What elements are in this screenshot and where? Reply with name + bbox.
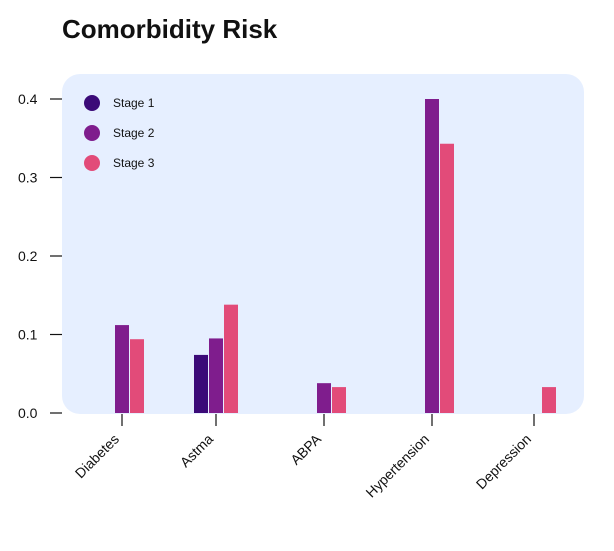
bar-stage-1-astma [194,354,208,413]
x-tick-label: ABPA [287,430,324,467]
bar-stage-2-diabetes [115,325,129,413]
x-axis: Diabetes Astma ABPA Hypertension Depression [72,414,535,501]
legend-marker [84,155,100,171]
bar-stage-2-abpa [317,383,331,413]
bars-group [115,99,556,413]
legend-label: Stage 1 [113,96,155,110]
legend-label: Stage 2 [113,126,155,140]
bar-stage-3-depression [542,387,556,413]
x-tick-label: Astma [177,431,217,471]
chart-title: Comorbidity Risk [62,14,278,44]
y-tick-label: 0.4 [18,91,38,107]
bar-stage-3-diabetes [130,339,144,413]
legend-marker [84,95,100,111]
x-tick-label: Hypertension [362,431,432,501]
legend: Stage 1 Stage 2 Stage 3 [84,95,155,171]
y-tick-label: 0.0 [18,405,38,421]
bar-stage-3-abpa [332,387,346,413]
bar-stage-3-hypertension [440,143,454,413]
y-axis: 0.0 0.1 0.2 0.3 0.4 [18,91,62,421]
legend-label: Stage 3 [113,156,155,170]
y-tick-label: 0.3 [18,170,38,186]
bar-stage-3-astma [224,304,238,413]
x-tick-label: Depression [473,431,534,492]
bar-stage-2-astma [209,338,223,413]
y-tick-label: 0.1 [18,327,38,343]
legend-marker [84,125,100,141]
x-tick-label: Diabetes [72,431,122,481]
bar-stage-2-hypertension [425,99,439,413]
y-tick-label: 0.2 [18,248,38,264]
